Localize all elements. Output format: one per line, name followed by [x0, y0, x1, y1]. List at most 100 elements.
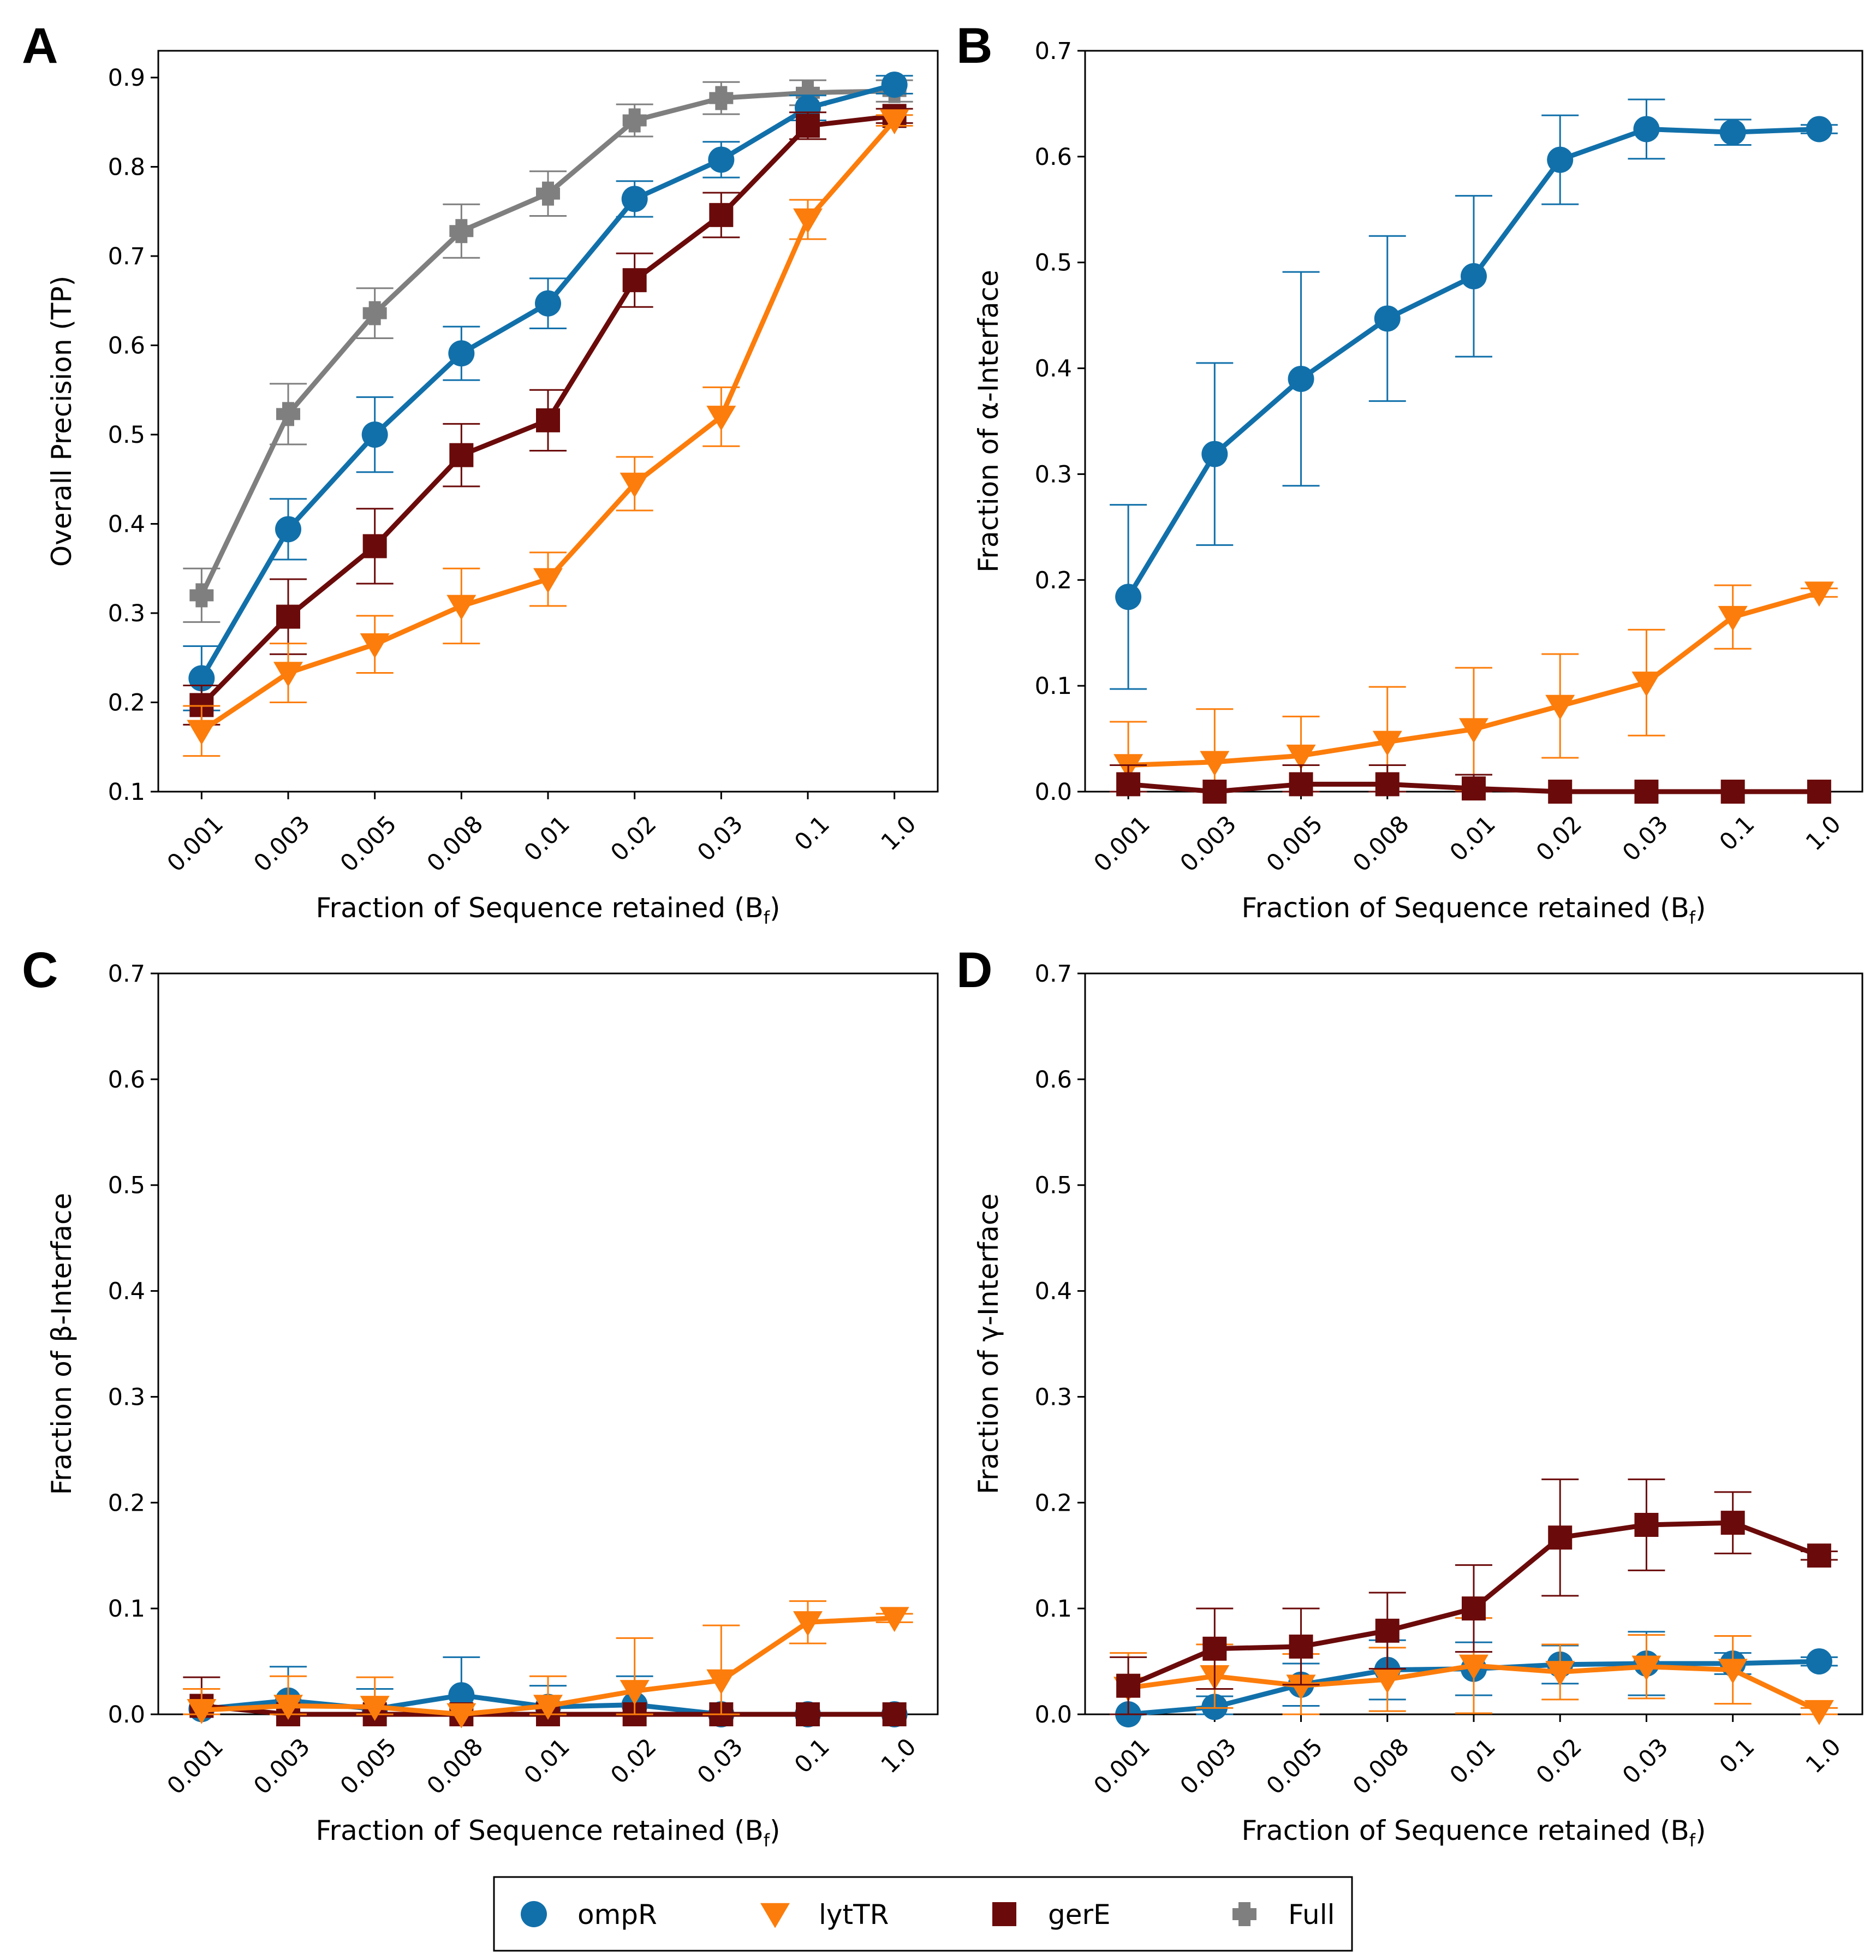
- data-point-gerE: [1720, 780, 1745, 804]
- data-point-lytTR: [1372, 730, 1402, 756]
- data-point-gerE: [882, 1702, 907, 1726]
- x-tick-label: 0.03: [1617, 810, 1673, 866]
- y-tick-label: 0.2: [108, 690, 145, 717]
- data-point-ompR: [1633, 116, 1660, 142]
- x-tick-label: 0.1: [789, 1733, 835, 1779]
- y-tick-label: 0.4: [1035, 1278, 1072, 1305]
- data-point-gerE: [1462, 776, 1486, 801]
- data-point-lytTR: [1459, 718, 1488, 744]
- y-tick-label: 0.6: [1035, 1066, 1072, 1094]
- data-point-lytTR: [620, 1680, 650, 1706]
- x-tick-label: 0.03: [692, 1733, 748, 1789]
- x-tick-label: 0.1: [1714, 810, 1760, 856]
- y-tick-label: 0.6: [108, 332, 145, 360]
- x-tick-label: 0.01: [519, 1733, 575, 1789]
- y-tick-label: 0.3: [108, 1383, 145, 1411]
- data-point-lytTR: [620, 472, 650, 498]
- x-axis-title: Fraction of Sequence retained (Bf): [315, 892, 780, 928]
- data-point-Full: [709, 86, 734, 110]
- x-axis-title-subscript: f: [1689, 1830, 1696, 1851]
- data-point-Full: [362, 301, 387, 325]
- data-point-gerE: [796, 114, 820, 138]
- data-point-lytTR: [446, 595, 477, 620]
- y-tick-label: 0.2: [1035, 1489, 1072, 1517]
- panel-letter-A: A: [22, 18, 58, 74]
- legend-item-gerE: gerE: [992, 1899, 1111, 1931]
- x-tick-label: 0.02: [605, 810, 662, 866]
- y-tick-label: 0.3: [1035, 1383, 1072, 1411]
- x-axis-title-main: Fraction of Sequence retained (B: [1241, 892, 1689, 924]
- y-tick-label: 0.6: [1035, 144, 1072, 171]
- legend-label-gerE: gerE: [1048, 1899, 1111, 1931]
- x-axis-title-close: ): [770, 1815, 781, 1846]
- legend-marker-gerE: [992, 1902, 1016, 1926]
- legend-marker-Full: [1232, 1902, 1256, 1926]
- x-tick-label: 0.001: [162, 1733, 229, 1799]
- data-point-lytTR: [273, 662, 303, 687]
- x-tick-label: 0.003: [1175, 1733, 1242, 1799]
- data-point-gerE: [1462, 1596, 1486, 1621]
- x-tick-label: 0.02: [605, 1733, 662, 1789]
- y-tick-label: 0.7: [1035, 38, 1072, 65]
- data-point-lytTR: [1200, 751, 1230, 776]
- data-point-gerE: [1634, 1512, 1659, 1537]
- y-tick-label: 0.9: [108, 64, 145, 92]
- x-tick-label: 1.0: [1801, 1733, 1847, 1779]
- panel-letter-B: B: [956, 18, 992, 74]
- data-point-lytTR: [360, 1696, 390, 1721]
- data-point-gerE: [1116, 1673, 1141, 1698]
- data-point-gerE: [362, 534, 387, 559]
- data-point-lytTR: [706, 1669, 736, 1695]
- data-point-ompR: [1806, 1648, 1832, 1675]
- y-tick-label: 0.5: [1035, 1172, 1072, 1199]
- data-point-lytTR: [187, 720, 217, 745]
- panel-A: A 0.1 0.2 0.3 0.4 0.5 0.6 0.7 0.8 0.9 0.001 0.003 0.…: [22, 18, 939, 928]
- data-point-lytTR: [1372, 1668, 1402, 1694]
- y-tick-label: 0.6: [108, 1066, 145, 1094]
- data-point-lytTR: [1545, 694, 1575, 720]
- data-point-gerE: [622, 268, 647, 293]
- data-point-Full: [449, 219, 474, 243]
- y-tick-label: 0.5: [108, 1172, 145, 1199]
- data-point-lytTR: [1804, 1700, 1834, 1725]
- y-tick-label: 0.5: [108, 421, 145, 449]
- data-point-gerE: [1807, 780, 1831, 804]
- legend-marker-ompR: [521, 1901, 547, 1927]
- data-point-ompR: [1806, 116, 1832, 142]
- x-axis-title: Fraction of Sequence retained (Bf): [1241, 892, 1706, 928]
- legend-label-ompR: ompR: [577, 1899, 657, 1931]
- x-tick-label: 0.1: [1714, 1733, 1760, 1779]
- data-point-lytTR: [1718, 1659, 1748, 1684]
- x-tick-label: 0.02: [1531, 810, 1587, 866]
- data-point-ompR: [1201, 441, 1228, 467]
- data-point-gerE: [1202, 1636, 1227, 1661]
- x-axis-title: Fraction of Sequence retained (Bf): [315, 1815, 780, 1851]
- data-point-ompR: [1547, 146, 1574, 173]
- x-tick-label: 0.005: [1261, 810, 1328, 877]
- x-tick-label: 0.02: [1531, 1733, 1587, 1789]
- data-point-ompR: [535, 290, 561, 317]
- data-point-gerE: [1634, 780, 1659, 804]
- y-tick-label: 0.2: [108, 1489, 145, 1517]
- x-axis-title-main: Fraction of Sequence retained (B: [1241, 1815, 1689, 1846]
- series-gerE: [183, 104, 913, 726]
- x-axis-title-main: Fraction of Sequence retained (B: [315, 1815, 763, 1846]
- data-point-gerE: [1375, 1618, 1399, 1643]
- x-tick-label: 0.008: [422, 810, 489, 877]
- data-point-lytTR: [1804, 581, 1834, 607]
- data-point-ompR: [1115, 584, 1142, 610]
- x-tick-label: 0.005: [335, 1733, 402, 1799]
- data-point-lytTR: [1718, 605, 1748, 631]
- data-point-lytTR: [360, 633, 390, 658]
- legend-frame: [493, 1876, 1353, 1952]
- y-axis-title: Fraction of γ-Interface: [973, 1193, 1004, 1494]
- data-point-gerE: [276, 604, 300, 629]
- x-tick-label: 0.01: [519, 810, 575, 866]
- x-tick-label: 0.001: [1089, 1733, 1156, 1799]
- data-point-gerE: [1375, 772, 1399, 797]
- x-tick-label: 0.008: [1348, 810, 1414, 877]
- x-tick-label: 0.03: [692, 810, 748, 866]
- data-point-ompR: [1719, 119, 1746, 146]
- series-lytTR: [183, 109, 913, 757]
